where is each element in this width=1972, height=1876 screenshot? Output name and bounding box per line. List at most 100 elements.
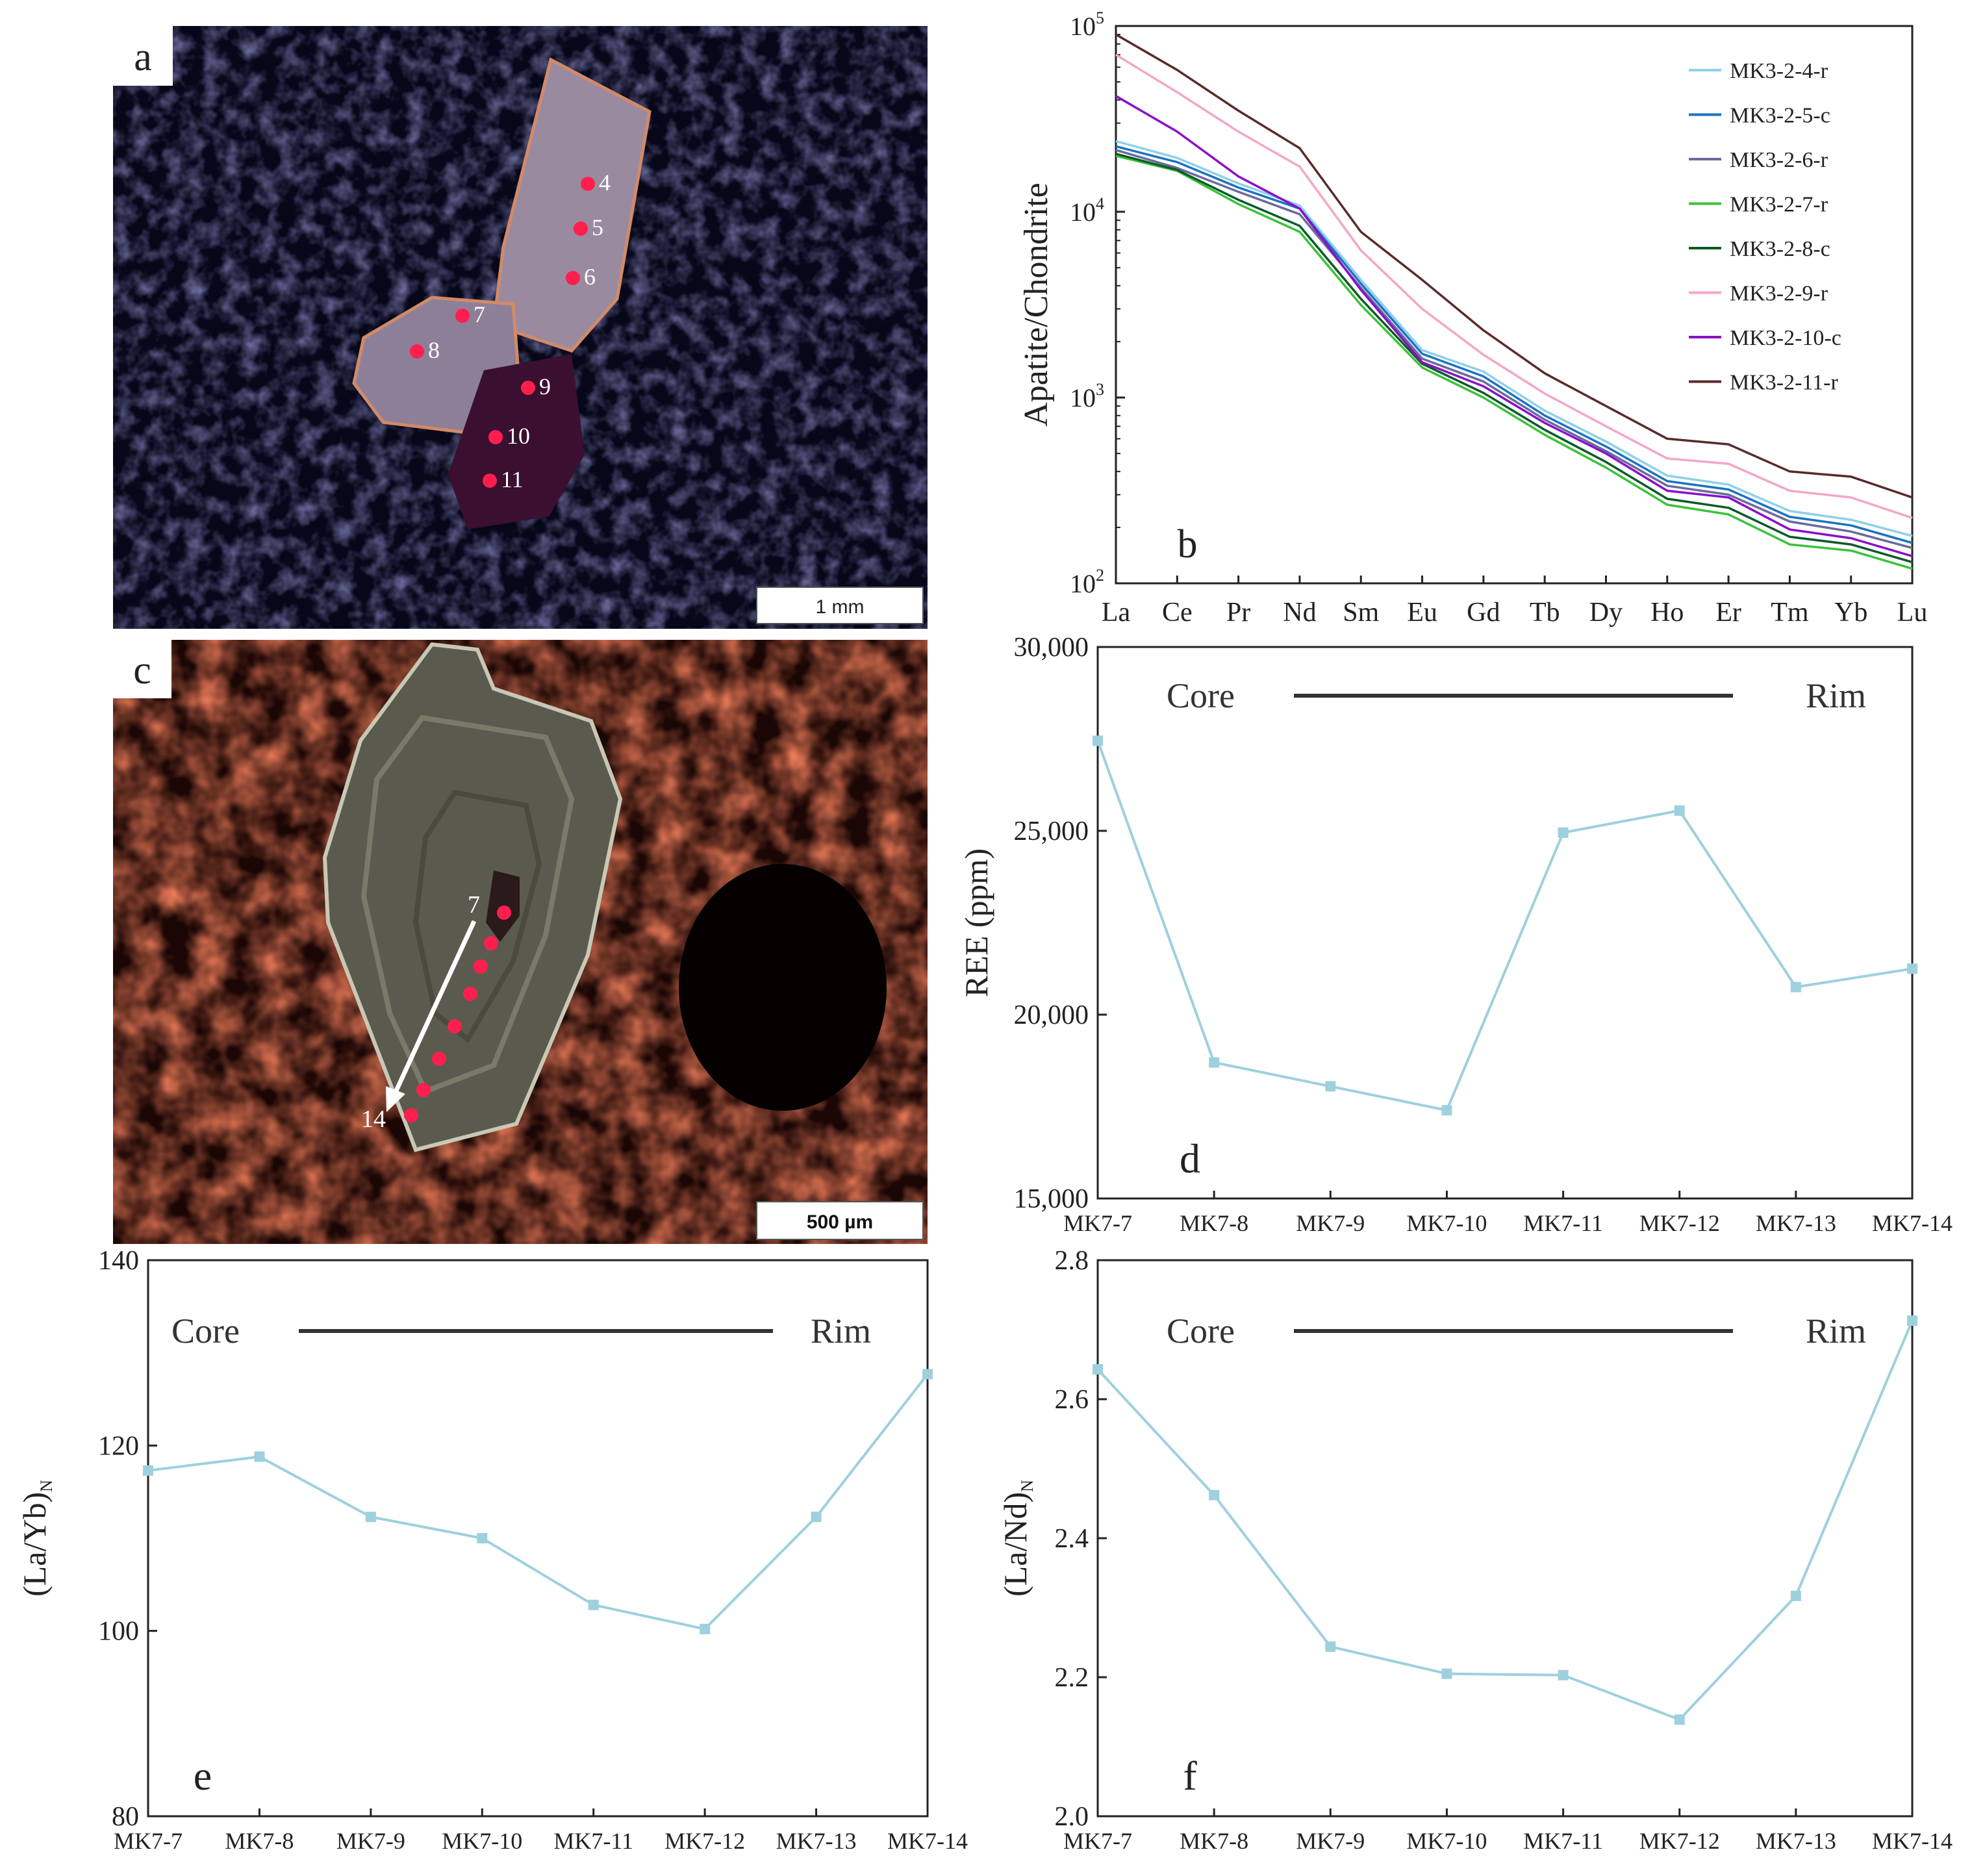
chart-b-legend-label: MK3-2-8-c — [1730, 237, 1830, 261]
spot-label: 11 — [501, 466, 524, 492]
spot-label: 5 — [592, 214, 603, 240]
chart-e-panel-label: e — [194, 1753, 212, 1799]
chart-f-data-point — [1674, 1714, 1685, 1725]
chart-d-ytick-label: 15,000 — [1014, 1184, 1089, 1214]
core-to-rim-arrow — [390, 920, 477, 1099]
chart-f-annotation-core: Core — [1167, 1312, 1235, 1350]
chart-d-xtick-label: MK7-14 — [1872, 1210, 1953, 1236]
panel-c-dark-cavity — [679, 864, 887, 1111]
chart-b-legend-label: MK3-2-9-r — [1730, 282, 1828, 306]
spot-marker — [416, 1083, 431, 1097]
spot-label: 6 — [584, 264, 596, 290]
chart-b-series-line — [1115, 149, 1913, 550]
chart-f-panel-label: f — [1183, 1753, 1197, 1799]
chart-b-legend-label: MK3-2-6-r — [1730, 148, 1828, 172]
chart-d-xtick-label: MK7-10 — [1406, 1210, 1487, 1236]
chart-b-series-line — [1115, 145, 1913, 544]
panel-a-scale-bar — [756, 587, 924, 624]
panel-a-scale-text: 1 mm — [816, 596, 865, 618]
chart-b-xtick-label: Yb — [1834, 598, 1867, 627]
spot-label: 9 — [539, 374, 551, 399]
apatite-grain-upper — [492, 57, 651, 353]
panel-c-label: c — [133, 648, 151, 692]
chart-b-series-line — [1115, 140, 1913, 537]
core-to-rim-arrowhead — [386, 1086, 405, 1112]
chart-b-panel-label: b — [1178, 522, 1198, 566]
chart-d-xtick-label: MK7-9 — [1296, 1210, 1365, 1236]
chart-d-annotation-core: Core — [1167, 676, 1235, 715]
chart-d-ytick-label: 25,000 — [1014, 817, 1089, 846]
chart-e-ytick-label: 120 — [98, 1431, 139, 1461]
chart-f-data-line — [1096, 1320, 1914, 1721]
chart-d-xtick-label: MK7-13 — [1756, 1210, 1836, 1236]
chart-d-ylabel: REE (ppm) — [958, 848, 994, 997]
spot-marker — [448, 1019, 462, 1033]
spot-marker — [566, 271, 580, 285]
chart-b-ytick-label: 104 — [1070, 194, 1104, 227]
chart-d-data-point — [1674, 805, 1685, 816]
chart-b-series-line — [1115, 155, 1913, 570]
chart-f-annotation-rim: Rim — [1806, 1312, 1866, 1350]
chart-b-xtick-label: Ho — [1650, 598, 1684, 627]
chart-e-data-point — [811, 1512, 822, 1523]
chart-d-panel-label: d — [1180, 1135, 1200, 1182]
chart-e-data-point — [254, 1451, 265, 1462]
chart-b-ytick-label: 105 — [1070, 8, 1104, 41]
chart-b-legend-label: MK3-2-11-r — [1730, 371, 1838, 395]
chart-d-ytick-label: 20,000 — [1014, 1000, 1089, 1030]
chart-d-ytick-label: 30,000 — [1014, 633, 1089, 663]
chart-e-xtick-label: MK7-9 — [336, 1828, 405, 1854]
apatite-grain-zoned — [322, 642, 623, 1152]
chart-d-data-point — [1093, 735, 1103, 746]
start-point-label: 7 — [468, 891, 480, 919]
chart-e-xtick-label: MK7-10 — [442, 1828, 522, 1854]
growth-zone-inner — [412, 789, 542, 1044]
chart-e-data-point — [477, 1533, 488, 1543]
chart-f-ylabel: (La/Nd)N — [997, 1480, 1037, 1597]
chart-b-series-line — [1115, 33, 1913, 499]
chart-d-data-point — [1441, 1105, 1452, 1116]
spot-marker — [484, 936, 498, 950]
chart-b-xtick-label: Sm — [1343, 598, 1379, 627]
chart-f-ytick-label: 2.0 — [1055, 1802, 1089, 1832]
panel-c-label-box — [113, 640, 171, 698]
chart-f-xtick-label: MK7-12 — [1639, 1828, 1720, 1854]
spot-label: 10 — [507, 423, 530, 449]
spot-marker — [483, 474, 497, 488]
chart-d-data-point — [1790, 982, 1801, 993]
chart-e-data-point — [588, 1599, 599, 1610]
spot-marker — [410, 344, 424, 359]
chart-d-xtick-label: MK7-12 — [1639, 1210, 1720, 1236]
spot-marker — [521, 381, 535, 395]
panel-c-scale-bar — [756, 1201, 924, 1240]
spot-marker — [581, 177, 595, 191]
chart-e-xtick-label: MK7-8 — [225, 1828, 294, 1854]
chart-d-data-point — [1558, 827, 1569, 838]
chart-b-ytick-label: 102 — [1070, 566, 1104, 598]
panel-a-label-box — [113, 26, 173, 86]
chart-e-data-point — [922, 1369, 933, 1380]
spot-marker — [404, 1108, 418, 1122]
spot-marker — [474, 959, 488, 974]
chart-d-xtick-label: MK7-8 — [1180, 1210, 1248, 1236]
chart-e-xtick-label: MK7-11 — [553, 1828, 633, 1854]
spot-marker — [432, 1052, 446, 1066]
chart-b-xtick-label: Tm — [1771, 598, 1809, 627]
chart-f-xtick-label: MK7-11 — [1523, 1828, 1603, 1854]
chart-f-xtick-label: MK7-10 — [1406, 1828, 1487, 1854]
chart-b-xtick-label: Pr — [1226, 598, 1250, 627]
chart-f-ytick-label: 2.4 — [1055, 1524, 1089, 1554]
chart-d-ree-ppm: 15,000 20,000 25,000 30,000 MK7-7 MK7-8 MK7-9 M… — [958, 633, 1953, 1236]
chart-e-annotation-rim: Rim — [811, 1312, 871, 1350]
chart-e-la-yb: 80 100 120 140 MK7-7 MK7-8 MK7-9 MK7-10 MK7-11 MK… — [16, 1246, 968, 1854]
chart-b-series-line — [1115, 53, 1913, 519]
chart-b-ytick-label: 103 — [1070, 380, 1104, 412]
chart-f-xtick-label: MK7-14 — [1872, 1828, 1953, 1854]
spot-label: 7 — [474, 301, 485, 327]
chart-e-ylabel: (La/Yb)N — [16, 1480, 56, 1597]
chart-b-xtick-label: Ce — [1162, 598, 1193, 627]
chart-d-data-line — [1096, 740, 1913, 1112]
chart-e-ytick-label: 100 — [98, 1617, 139, 1647]
chart-f-ytick-label: 2.2 — [1055, 1663, 1089, 1693]
